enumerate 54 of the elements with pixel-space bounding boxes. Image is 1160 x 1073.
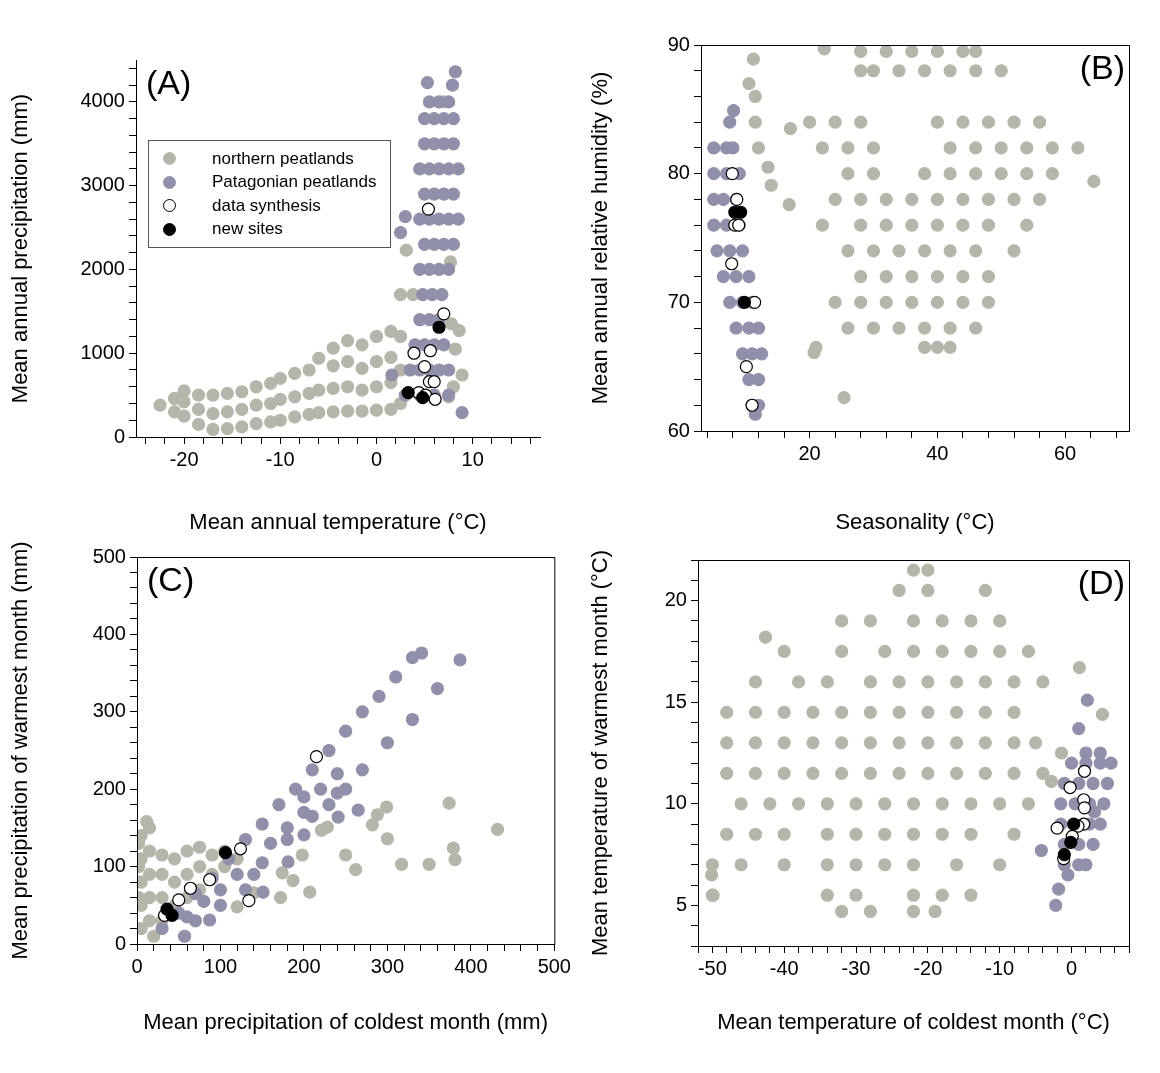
x-tick-label: 20 bbox=[798, 441, 821, 464]
y-tick-label: 400 bbox=[92, 621, 126, 644]
y-axis-title: Mean annual relative humidity (%) bbox=[587, 71, 613, 405]
y-tick-label: 100 bbox=[92, 854, 126, 877]
chart-title: (C) bbox=[147, 560, 195, 599]
x-tick-label: 10 bbox=[461, 447, 484, 470]
y-tick-label: 500 bbox=[92, 544, 126, 567]
y-tick-label: 5 bbox=[675, 892, 687, 915]
chart-title: (A) bbox=[146, 63, 192, 102]
y-axis-title: Mean temperature of warmest month (°C) bbox=[587, 549, 613, 957]
y-tick-label: 10 bbox=[664, 791, 687, 814]
y-tick-label: 90 bbox=[667, 32, 690, 55]
x-tick-label: -20 bbox=[913, 956, 943, 979]
legend-label: Patagonian peatlands bbox=[212, 172, 377, 193]
y-tick-label: 300 bbox=[92, 699, 126, 722]
legend-label: new sites bbox=[212, 219, 283, 240]
x-tick-label: 0 bbox=[370, 447, 383, 470]
x-tick-label: 40 bbox=[926, 441, 949, 464]
y-tick-label: 80 bbox=[667, 161, 690, 184]
y-axis-title: Mean annual precipitation (mm) bbox=[7, 93, 33, 404]
x-tick-label: -30 bbox=[841, 956, 871, 979]
y-tick-label: 2000 bbox=[80, 256, 125, 279]
x-tick-label: -40 bbox=[769, 956, 799, 979]
y-tick-label: 1000 bbox=[80, 340, 125, 363]
chart-title: (B) bbox=[1079, 48, 1125, 87]
y-tick-label: 15 bbox=[664, 689, 687, 712]
x-tick-label: 400 bbox=[454, 954, 488, 977]
y-axis-title: Mean precipitation of warmest month (mm) bbox=[7, 541, 33, 960]
x-axis-title: Mean annual temperature (°C) bbox=[189, 508, 487, 534]
y-tick-label: 20 bbox=[664, 588, 687, 611]
x-axis-title: Seasonality (°C) bbox=[835, 508, 995, 534]
legend-label: northern peatlands bbox=[212, 148, 354, 169]
legend-label: data synthesis bbox=[212, 195, 321, 216]
x-tick-label: 60 bbox=[1053, 441, 1077, 464]
x-tick-label: 100 bbox=[203, 954, 238, 977]
x-tick-label: 500 bbox=[537, 954, 571, 977]
y-tick-label: 200 bbox=[92, 776, 126, 799]
y-tick-label: 60 bbox=[667, 418, 690, 441]
x-axis-title: Mean temperature of coldest month (°C) bbox=[717, 1008, 1110, 1034]
y-tick-label: 70 bbox=[667, 289, 690, 312]
y-tick-label: 3000 bbox=[80, 173, 125, 196]
x-tick-label: 0 bbox=[1065, 956, 1078, 979]
y-tick-label: 0 bbox=[113, 424, 125, 447]
x-tick-label: -20 bbox=[169, 447, 199, 470]
y-tick-label: 4000 bbox=[80, 89, 125, 112]
x-tick-label: -10 bbox=[985, 956, 1015, 979]
x-tick-label: -10 bbox=[265, 447, 295, 470]
x-tick-label: -50 bbox=[697, 956, 727, 979]
x-tick-label: 0 bbox=[131, 954, 143, 977]
x-tick-label: 300 bbox=[370, 954, 405, 977]
x-axis-title: Mean precipitation of coldest month (mm) bbox=[143, 1008, 549, 1034]
chart-title: (D) bbox=[1077, 563, 1125, 602]
y-tick-label: 0 bbox=[114, 931, 126, 954]
x-tick-label: 200 bbox=[287, 954, 321, 977]
